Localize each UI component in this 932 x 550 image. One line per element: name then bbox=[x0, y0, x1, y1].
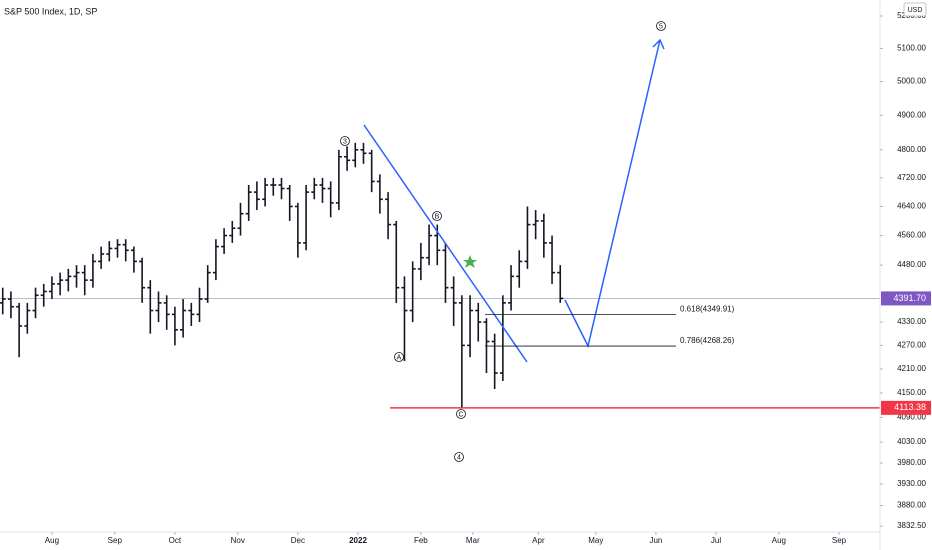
currency-box bbox=[903, 2, 927, 17]
y-tick-label: 4800.00 bbox=[897, 145, 926, 154]
y-tick-label: 4270.00 bbox=[897, 341, 926, 350]
x-tick-label: Oct bbox=[169, 536, 182, 545]
wave-label: B bbox=[435, 213, 440, 220]
x-tick-label: Apr bbox=[532, 536, 545, 545]
x-tick-label: Sep bbox=[108, 536, 123, 545]
wave-circle bbox=[340, 136, 350, 146]
wave-circle bbox=[394, 352, 404, 362]
y-tick-label: 4640.00 bbox=[897, 202, 926, 211]
last-price-tag bbox=[881, 291, 931, 306]
y-tick-label: 5100.00 bbox=[897, 44, 926, 53]
currency-label: USD bbox=[908, 7, 923, 14]
wave-label: 3 bbox=[343, 138, 347, 145]
fib-label: 0.618(4349.91) bbox=[680, 305, 735, 314]
wave-label: C bbox=[458, 411, 463, 418]
y-tick-label: 4720.00 bbox=[897, 173, 926, 182]
x-tick-label: Aug bbox=[45, 536, 59, 545]
y-tick-label: 3880.00 bbox=[897, 501, 926, 510]
price-axis bbox=[880, 0, 932, 550]
y-tick-label: 4030.00 bbox=[897, 437, 926, 446]
x-tick-label: Feb bbox=[414, 536, 428, 545]
y-tick-label: 3980.00 bbox=[897, 458, 926, 467]
x-tick-label: Nov bbox=[231, 536, 245, 545]
wave-circle bbox=[454, 452, 464, 462]
x-tick-label: Jul bbox=[711, 536, 721, 545]
fib-label: 0.786(4268.26) bbox=[680, 336, 735, 345]
wave-circle bbox=[456, 409, 466, 419]
y-tick-label: 4560.00 bbox=[897, 231, 926, 240]
y-tick-label: 3930.00 bbox=[897, 479, 926, 488]
y-tick-label: 5000.00 bbox=[897, 77, 926, 86]
x-tick-label: May bbox=[588, 536, 603, 545]
x-tick-label: 2022 bbox=[349, 536, 367, 545]
projection-arrow bbox=[652, 38, 665, 50]
x-tick-label: Mar bbox=[466, 536, 480, 545]
x-tick-label: Sep bbox=[832, 536, 847, 545]
x-tick-label: Jun bbox=[649, 536, 662, 545]
wave-label: A bbox=[397, 354, 402, 361]
wave-label: 5 bbox=[659, 23, 663, 30]
support-tag-label: 4113.38 bbox=[894, 402, 926, 412]
wave-circle bbox=[432, 211, 442, 221]
y-tick-label: 4480.00 bbox=[897, 260, 926, 269]
y-tick-label: 3832.50 bbox=[897, 521, 926, 530]
wave-circle bbox=[656, 21, 666, 31]
y-tick-label: 4330.00 bbox=[897, 317, 926, 326]
last-price-tag-label: 4391.70 bbox=[893, 293, 926, 303]
plot-area bbox=[0, 142, 880, 408]
y-tick-label: 4900.00 bbox=[897, 110, 926, 119]
support-tag bbox=[881, 400, 931, 415]
y-tick-label: 4210.00 bbox=[897, 364, 926, 373]
wave-label: 4 bbox=[457, 454, 461, 461]
x-tick-label: Aug bbox=[772, 536, 786, 545]
trend-line bbox=[363, 124, 528, 363]
star-marker bbox=[463, 255, 477, 268]
x-tick-label: Dec bbox=[291, 536, 305, 545]
chart-title: S&P 500 Index, 1D, SP bbox=[4, 6, 97, 16]
y-tick-label: 4090.00 bbox=[897, 413, 926, 422]
y-tick-label: 4150.00 bbox=[897, 388, 926, 397]
